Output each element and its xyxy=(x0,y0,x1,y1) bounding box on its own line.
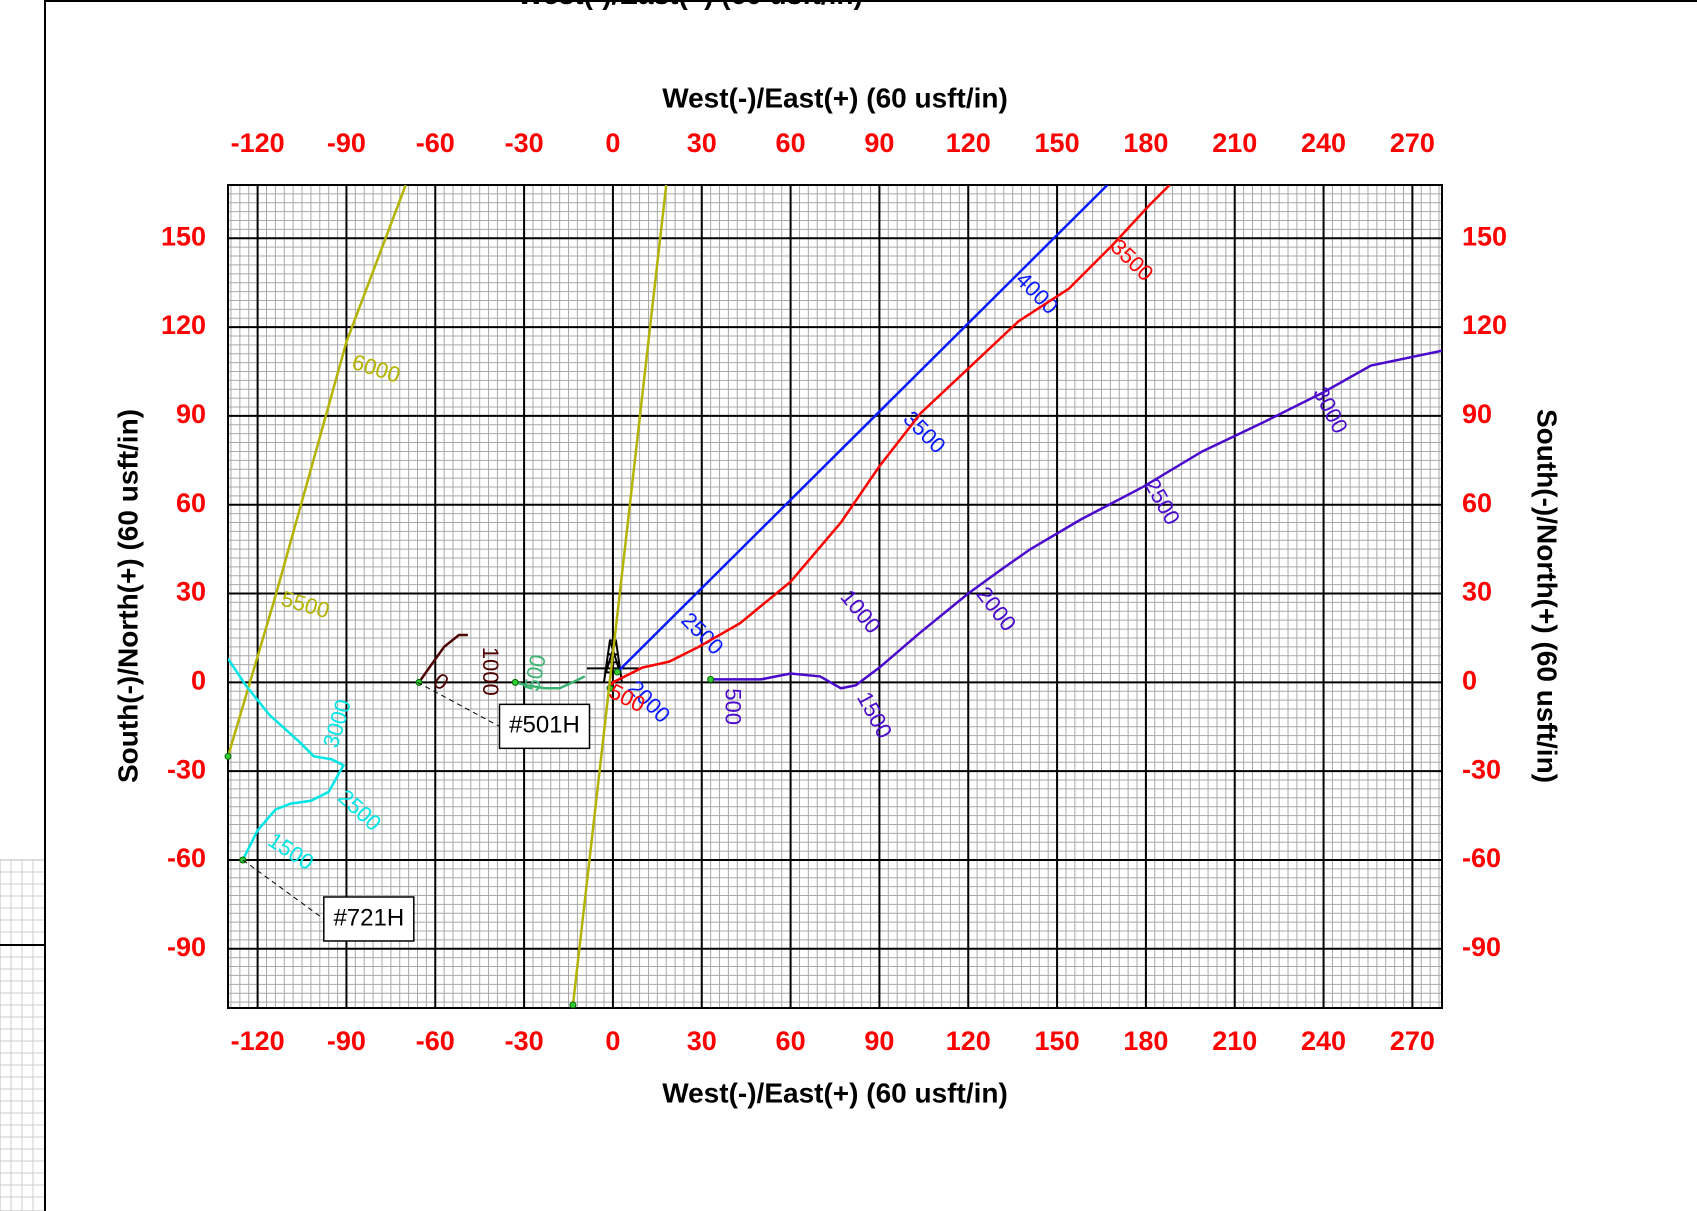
x-tick-label: 150 xyxy=(1035,1026,1080,1056)
plot-frame xyxy=(227,184,1443,1009)
x-tick-label-top: -120 xyxy=(231,128,285,158)
x-tick-label: 180 xyxy=(1123,1026,1168,1056)
y2-tick-label: -90 xyxy=(1462,932,1501,962)
x-tick-label-top: 0 xyxy=(605,128,620,158)
start-point xyxy=(613,668,621,676)
trajectory-line xyxy=(514,675,586,690)
x-tick-label-top: 270 xyxy=(1390,128,1435,158)
start-point xyxy=(511,678,519,686)
y2-tick-label: 90 xyxy=(1462,399,1492,429)
y2-tick-label: 0 xyxy=(1462,665,1477,695)
x-tick-label-top: 150 xyxy=(1035,128,1080,158)
x-tick-label-top: -60 xyxy=(416,128,455,158)
y2-tick-label: 30 xyxy=(1462,577,1492,607)
y-tick-label: 30 xyxy=(176,577,206,607)
trajectory-line xyxy=(571,185,668,1006)
x-tick-label: 30 xyxy=(687,1026,717,1056)
x-tick-label-top: 210 xyxy=(1212,128,1257,158)
well-leader xyxy=(417,681,500,727)
depth-label: 500 xyxy=(721,688,746,725)
trajectory-line xyxy=(417,633,468,684)
trajectory-line xyxy=(608,185,1171,689)
y-tick-label: 150 xyxy=(161,221,206,251)
x-tick-label-top: 120 xyxy=(946,128,991,158)
x-tick-label: 210 xyxy=(1212,1026,1257,1056)
y-tick-label: -30 xyxy=(167,754,206,784)
x-axis-title: West(-)/East(+) (60 usft/in) xyxy=(662,1077,1008,1108)
side-grid-patch xyxy=(0,859,46,1211)
start-point xyxy=(224,752,232,760)
x-tick-label-top: 90 xyxy=(864,128,894,158)
x-tick-label: 270 xyxy=(1390,1026,1435,1056)
x-tick-label: -60 xyxy=(416,1026,455,1056)
y2-tick-label: 150 xyxy=(1462,221,1507,251)
x-tick-label: 120 xyxy=(946,1026,991,1056)
trajectory-line xyxy=(228,185,407,757)
x-tick-label: 60 xyxy=(776,1026,806,1056)
y2-tick-label: -60 xyxy=(1462,843,1501,873)
well-label-box xyxy=(323,896,415,942)
x-tick-label: 90 xyxy=(864,1026,894,1056)
y-tick-label: -90 xyxy=(167,932,206,962)
x-tick-label-top: 60 xyxy=(776,128,806,158)
cut-title: West(-)/East(+) (60 usft/in) xyxy=(517,0,863,10)
y2-tick-label: -30 xyxy=(1462,754,1501,784)
x-tick-label: 0 xyxy=(605,1026,620,1056)
well-label: #501H xyxy=(509,712,580,739)
x-tick-label: -90 xyxy=(327,1026,366,1056)
x-tick-label: -120 xyxy=(231,1026,285,1056)
y-tick-label: 60 xyxy=(176,488,206,518)
y-axis-title: South(-)/North(+) (60 usft/in) xyxy=(112,409,143,783)
well-leader xyxy=(242,859,325,920)
well-label: #721H xyxy=(333,904,404,931)
y-tick-label: -60 xyxy=(167,843,206,873)
y2-axis-title: South(-)/North(+) (60 usft/in) xyxy=(1532,409,1563,783)
y2-tick-label: 60 xyxy=(1462,488,1492,518)
well-label-box xyxy=(498,703,591,750)
trajectory-line xyxy=(616,185,1109,673)
trajectory-line xyxy=(228,657,346,861)
trajectory-line xyxy=(710,349,1442,690)
y-tick-label: 90 xyxy=(176,399,206,429)
y2-tick-label: 120 xyxy=(1462,310,1507,340)
x-tick-label: 240 xyxy=(1301,1026,1346,1056)
x-tick-label-top: -30 xyxy=(505,128,544,158)
x-tick-label-top: 180 xyxy=(1123,128,1168,158)
start-point xyxy=(569,1001,577,1009)
x-axis-title-top: West(-)/East(+) (60 usft/in) xyxy=(662,82,1008,113)
depth-label: 1000 xyxy=(478,647,503,696)
y-tick-label: 0 xyxy=(191,665,206,695)
x-tick-label: -30 xyxy=(505,1026,544,1056)
x-tick-label-top: 240 xyxy=(1301,128,1346,158)
y-tick-label: 120 xyxy=(161,310,206,340)
x-tick-label-top: -90 xyxy=(327,128,366,158)
x-tick-label-top: 30 xyxy=(687,128,717,158)
start-point xyxy=(707,675,715,683)
